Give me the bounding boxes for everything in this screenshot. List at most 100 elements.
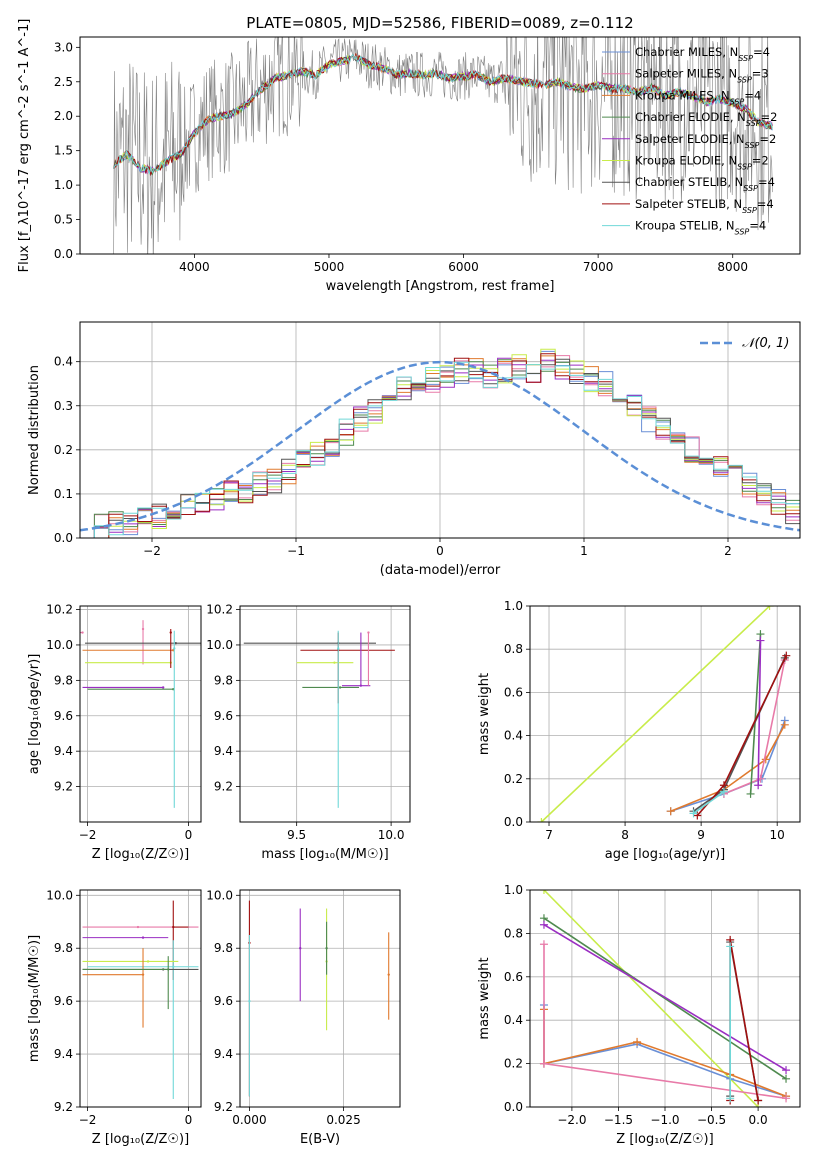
legend-label: 𝒩(0, 1) (742, 336, 789, 351)
y-tick-label: 3.0 (54, 40, 73, 54)
x-axis-label: wavelength [Angstrom, rest frame] (326, 279, 555, 294)
x-tick-label: −1.5 (604, 1113, 633, 1127)
data-point (174, 641, 177, 645)
y-tick-label: 0.4 (504, 729, 523, 743)
plus-marker (765, 606, 774, 610)
data-point (173, 647, 176, 650)
normal-curve (80, 360, 800, 532)
spectrum-panel: 4000 5000 6000 7000 8000 0.0 0.5 1.0 1.5 2.0 2.5 3.… (17, 19, 801, 294)
legend-sub: SSP (730, 97, 745, 106)
legend-sub: SSP (742, 205, 757, 214)
figure-title: PLATE=0805, MJD=52586, FIBERID=0089, z=0… (246, 14, 633, 32)
plus-marker (782, 1074, 791, 1083)
y-tick-label: 10.0 (46, 638, 73, 652)
plot-area (248, 900, 390, 1097)
y-tick-label: 9.8 (54, 941, 73, 955)
plus-marker (633, 1037, 642, 1046)
errorbar-point-salpeter-miles (80, 631, 84, 634)
x-tick-label: 9 (697, 828, 705, 842)
y-tick-label: 9.4 (214, 1047, 233, 1061)
x-tick-label: −1 (287, 544, 305, 558)
mass-vs-z-panel: −2 0 9.2 9.4 9.6 9.8 10.0 Z [log₁₀(Z/Z☉)] mass [… (27, 888, 202, 1147)
legend-label: Salpeter STELIB, N (635, 197, 742, 211)
y-tick-label: 1.0 (54, 178, 73, 192)
x-axis-label: E(B-V) (300, 1132, 340, 1147)
data-point (359, 684, 363, 687)
y-axis-label: mass weight (477, 957, 492, 1039)
errorbar-point-salpeter-elodie (342, 632, 371, 687)
x-tick-label: 7 (545, 828, 553, 842)
plus-marker (726, 1094, 735, 1103)
series-line-kroupa-elodie (540, 606, 771, 822)
plus-marker (754, 1096, 763, 1105)
x-tick-label: 2 (724, 544, 732, 558)
legend-entry: Chabrier MILES, NSSP=4 (635, 45, 770, 63)
legend-label: Kroupa MILES, N (635, 88, 730, 102)
plot-area (80, 348, 800, 538)
y-axis-label: age [log₁₀(age/yr)] (27, 654, 42, 775)
data-point (337, 647, 340, 650)
axes-frame (79, 36, 801, 255)
x-tick-label: −2 (79, 828, 97, 842)
legend-sub: SSP (743, 184, 758, 193)
plot-area (539, 890, 791, 1107)
legend-tail: =2 (752, 154, 769, 168)
x-tick-label: 0.000 (232, 1113, 266, 1127)
data-point (299, 947, 302, 950)
errorbar-point-salpeter-stelib (172, 900, 189, 980)
y-tick-label: 10.0 (206, 888, 233, 902)
y-tick-label: 9.6 (54, 994, 73, 1008)
data-point (169, 631, 172, 634)
age-vs-mass-panel: 9.5 10.0 9.2 9.4 9.6 9.8 10.0 10.2 mass [log₁₀(M… (206, 603, 411, 862)
massweight-vs-z-panel: −2.0 −1.5 −1.0 −0.5 0.0 0.0 0.2 0.4 0.6 0.8 1.0 Z [… (477, 883, 801, 1147)
legend-label: Chabrier STELIB, N (635, 175, 743, 189)
legend-label: Salpeter ELODIE, N (635, 132, 745, 146)
y-tick-label: 9.2 (214, 780, 233, 794)
series-line-salpeter-elodie (543, 924, 787, 1071)
y-tick-label: 9.8 (54, 673, 73, 687)
axes-frame (239, 605, 411, 823)
legend-tail: =4 (749, 219, 766, 233)
errorbar-point-chabrier-elodie (82, 956, 170, 1010)
legend-tail: =4 (744, 88, 761, 102)
legend-label: Kroupa STELIB, N (635, 219, 735, 233)
data-point (172, 925, 175, 929)
legend-sub: SSP (738, 54, 753, 63)
data-point (146, 960, 150, 963)
series-line-kroupa-miles (670, 724, 786, 812)
legend-tail: =4 (753, 45, 770, 59)
plus-marker (719, 787, 728, 796)
x-tick-label: 0 (436, 544, 444, 558)
errorbar-point-salpeter-miles (141, 620, 145, 665)
data-point (141, 936, 145, 939)
series-line-chabrier-elodie (749, 634, 762, 794)
errorbar-point-kroupa-miles (82, 948, 145, 1028)
y-tick-label: 0.5 (54, 213, 73, 227)
legend-entry: Kroupa ELODIE, NSSP=2 (635, 154, 769, 172)
y-tick-label: 1.0 (504, 599, 523, 613)
y-tick-label: 2.0 (54, 109, 73, 123)
y-tick-label: 0.8 (504, 642, 523, 656)
errorbar-point-kroupa-miles (387, 932, 390, 1020)
y-axis-label: mass weight (477, 673, 492, 755)
errorbar-point-chabrier-elodie (325, 921, 328, 975)
legend-sub: SSP (737, 162, 752, 171)
plus-marker (756, 636, 765, 645)
series-line-chabrier-miles (670, 720, 786, 812)
x-axis-label: mass [log₁₀(M/M☉)] (261, 847, 388, 862)
errorbar-point-kroupa-elodie (85, 661, 172, 664)
plus-marker (726, 942, 735, 951)
x-tick-label: 10 (770, 828, 785, 842)
plot-area (113, 37, 773, 254)
y-tick-label: 9.2 (54, 780, 73, 794)
y-axis-label: Flux [f_λ10^-17 erg cm^-2 s^-1 A^-1] (17, 19, 32, 273)
x-tick-label: 0 (185, 828, 193, 842)
errorbar-point-salpeter-miles (367, 631, 370, 686)
errorbar-point-kroupa-miles (82, 649, 175, 652)
y-tick-label: 10.2 (46, 603, 73, 617)
x-tick-label: 8000 (717, 260, 748, 274)
plus-marker (666, 807, 675, 816)
x-tick-label: 4000 (179, 260, 210, 274)
y-tick-label: 1.0 (504, 883, 523, 897)
